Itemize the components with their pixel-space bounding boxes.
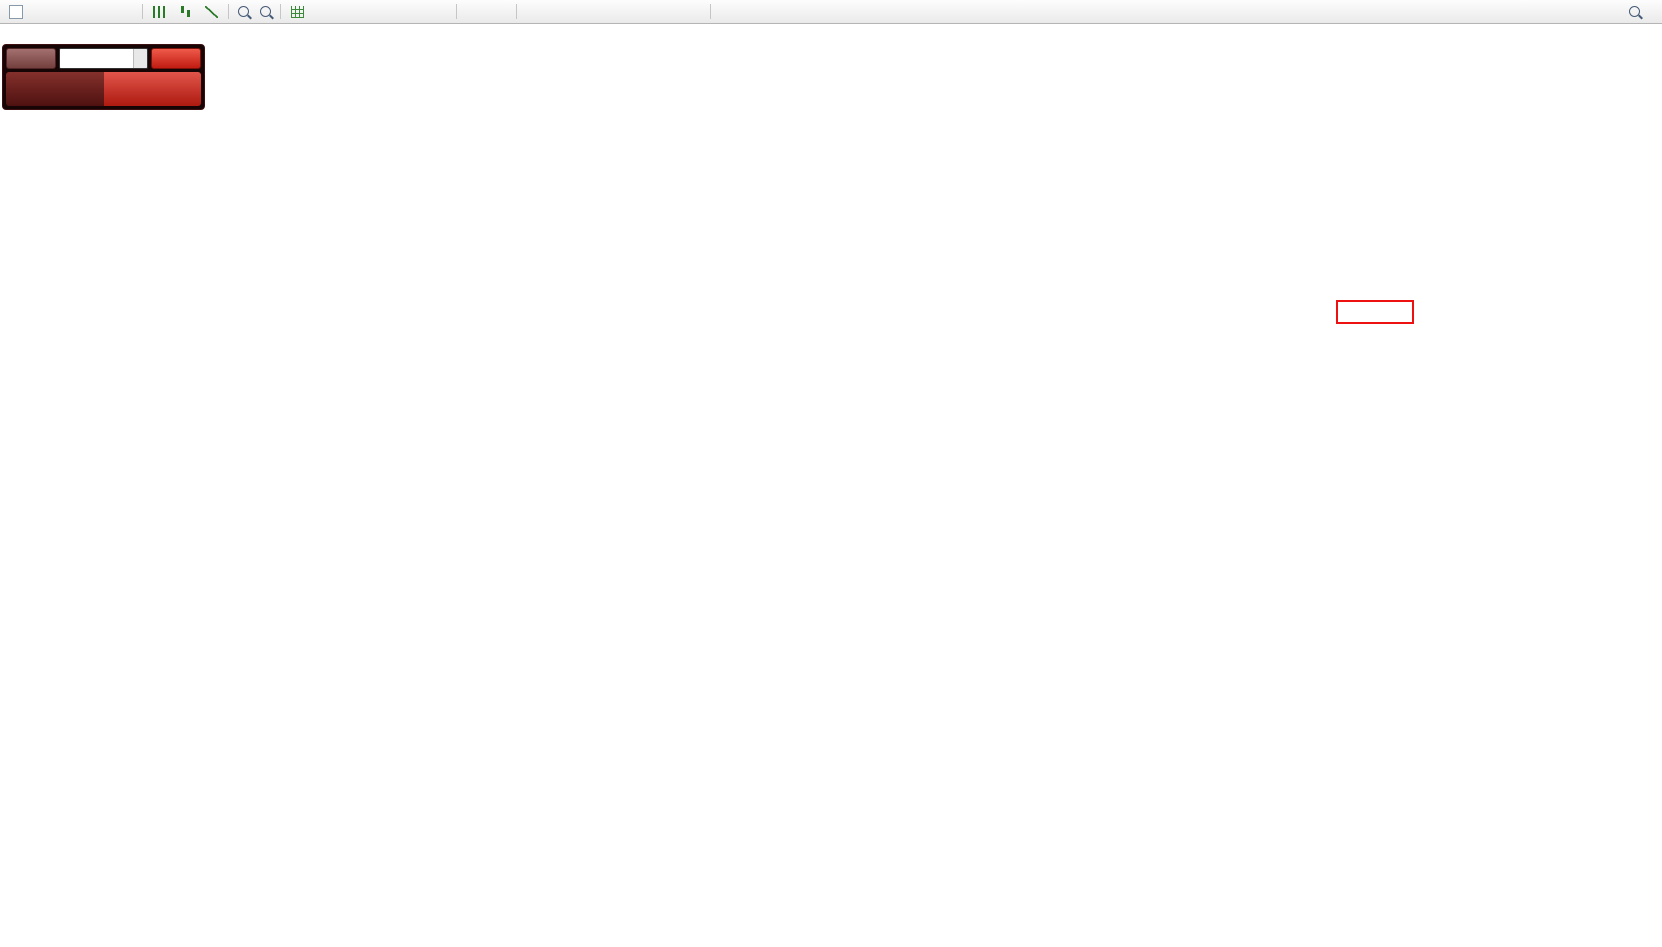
zoom-out-icon: [260, 6, 271, 17]
autotrading-icon: [115, 5, 130, 19]
volume-input[interactable]: [60, 49, 133, 68]
timeframe-m1-button[interactable]: [715, 3, 729, 21]
cursor-icon: [466, 5, 481, 19]
zoom-out-button[interactable]: [255, 2, 276, 22]
arrows-tool-icon: [682, 5, 697, 19]
crosshair-button[interactable]: [487, 2, 512, 22]
data-window-icon: [89, 5, 104, 19]
zoom-in-icon: [238, 6, 249, 17]
new-order-icon: [9, 4, 23, 19]
timeframe-mn-button[interactable]: [835, 3, 849, 21]
one-click-trading-panel: [2, 44, 205, 110]
sell-button[interactable]: [6, 48, 56, 69]
new-chart-button[interactable]: [32, 2, 57, 22]
horizontal-line-icon: [552, 5, 567, 19]
tile-windows-button[interactable]: [337, 2, 362, 22]
trendline-button[interactable]: [573, 2, 598, 22]
toolbar-separator: [710, 4, 711, 19]
new-chart-icon: [37, 5, 52, 19]
candlestick-chart-icon: [179, 5, 192, 18]
channel-button[interactable]: [599, 2, 624, 22]
line-chart-button[interactable]: [199, 2, 224, 22]
timeframe-d1-button[interactable]: [805, 3, 819, 21]
arrows-tool-button[interactable]: [677, 2, 706, 22]
search-button[interactable]: [1624, 2, 1645, 22]
volume-control: [59, 48, 148, 69]
timeframe-m15-button[interactable]: [745, 3, 759, 21]
data-window-button[interactable]: [84, 2, 109, 22]
grid-icon: [291, 5, 304, 18]
volume-down-button[interactable]: [134, 58, 147, 68]
window-list-button[interactable]: [1647, 2, 1658, 22]
toolbar-separator: [456, 4, 457, 19]
text-tool-button[interactable]: [651, 2, 676, 22]
price-annotation-label[interactable]: [1336, 300, 1414, 324]
toolbar-separator: [516, 4, 517, 19]
bar-chart-icon: [153, 5, 166, 18]
indicators-button[interactable]: [363, 2, 392, 22]
new-order-button[interactable]: [4, 2, 31, 22]
volume-up-button[interactable]: [134, 49, 147, 59]
templates-icon: [428, 5, 443, 19]
autotrading-button[interactable]: [110, 2, 138, 22]
line-chart-icon: [205, 5, 218, 18]
toolbar-separator: [280, 4, 281, 19]
toolbar: [0, 0, 1662, 24]
search-icon: [1629, 6, 1640, 17]
tile-windows-icon: [342, 5, 357, 19]
cascade-windows-icon: [316, 5, 331, 19]
templates-button[interactable]: [423, 2, 452, 22]
timeframe-h4-button[interactable]: [790, 3, 804, 21]
bar-chart-button[interactable]: [147, 2, 172, 22]
timeframe-h1-button[interactable]: [775, 3, 789, 21]
buy-price[interactable]: [103, 72, 201, 106]
grid-button[interactable]: [285, 2, 310, 22]
timeframe-m30-button[interactable]: [760, 3, 774, 21]
market-watch-icon: [63, 5, 78, 19]
horizontal-line-button[interactable]: [547, 2, 572, 22]
indicators-icon: [368, 5, 383, 19]
toolbar-separator: [142, 4, 143, 19]
text-tool-icon: [656, 5, 671, 19]
cursor-button[interactable]: [461, 2, 486, 22]
zoom-in-button[interactable]: [233, 2, 254, 22]
fibonacci-icon: [630, 5, 645, 19]
sell-price[interactable]: [6, 72, 104, 106]
market-watch-button[interactable]: [58, 2, 83, 22]
crosshair-icon: [492, 5, 507, 19]
vertical-line-button[interactable]: [521, 2, 546, 22]
buy-button[interactable]: [151, 48, 201, 69]
periods-icon: [398, 5, 413, 19]
periods-button[interactable]: [393, 2, 422, 22]
channel-icon: [604, 5, 619, 19]
fibonacci-button[interactable]: [625, 2, 650, 22]
timeframe-m5-button[interactable]: [730, 3, 744, 21]
candlestick-chart-button[interactable]: [173, 2, 198, 22]
timeframe-w1-button[interactable]: [820, 3, 834, 21]
cascade-windows-button[interactable]: [311, 2, 336, 22]
toolbar-separator: [228, 4, 229, 19]
vertical-line-icon: [526, 5, 541, 19]
trendline-icon: [578, 5, 593, 19]
bid-ask-prices: [6, 72, 201, 106]
